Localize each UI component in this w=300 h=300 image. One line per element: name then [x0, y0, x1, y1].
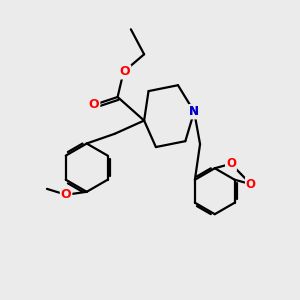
Text: O: O: [120, 65, 130, 79]
Text: O: O: [61, 188, 71, 201]
Text: O: O: [226, 157, 236, 170]
Text: O: O: [89, 98, 99, 111]
Text: O: O: [246, 178, 256, 191]
Text: O: O: [89, 98, 99, 111]
Text: N: N: [189, 105, 199, 118]
Text: O: O: [120, 65, 130, 79]
Text: N: N: [189, 105, 199, 118]
Text: O: O: [226, 157, 236, 170]
Text: N: N: [189, 105, 199, 118]
Text: O: O: [61, 188, 71, 201]
Text: O: O: [246, 178, 256, 191]
